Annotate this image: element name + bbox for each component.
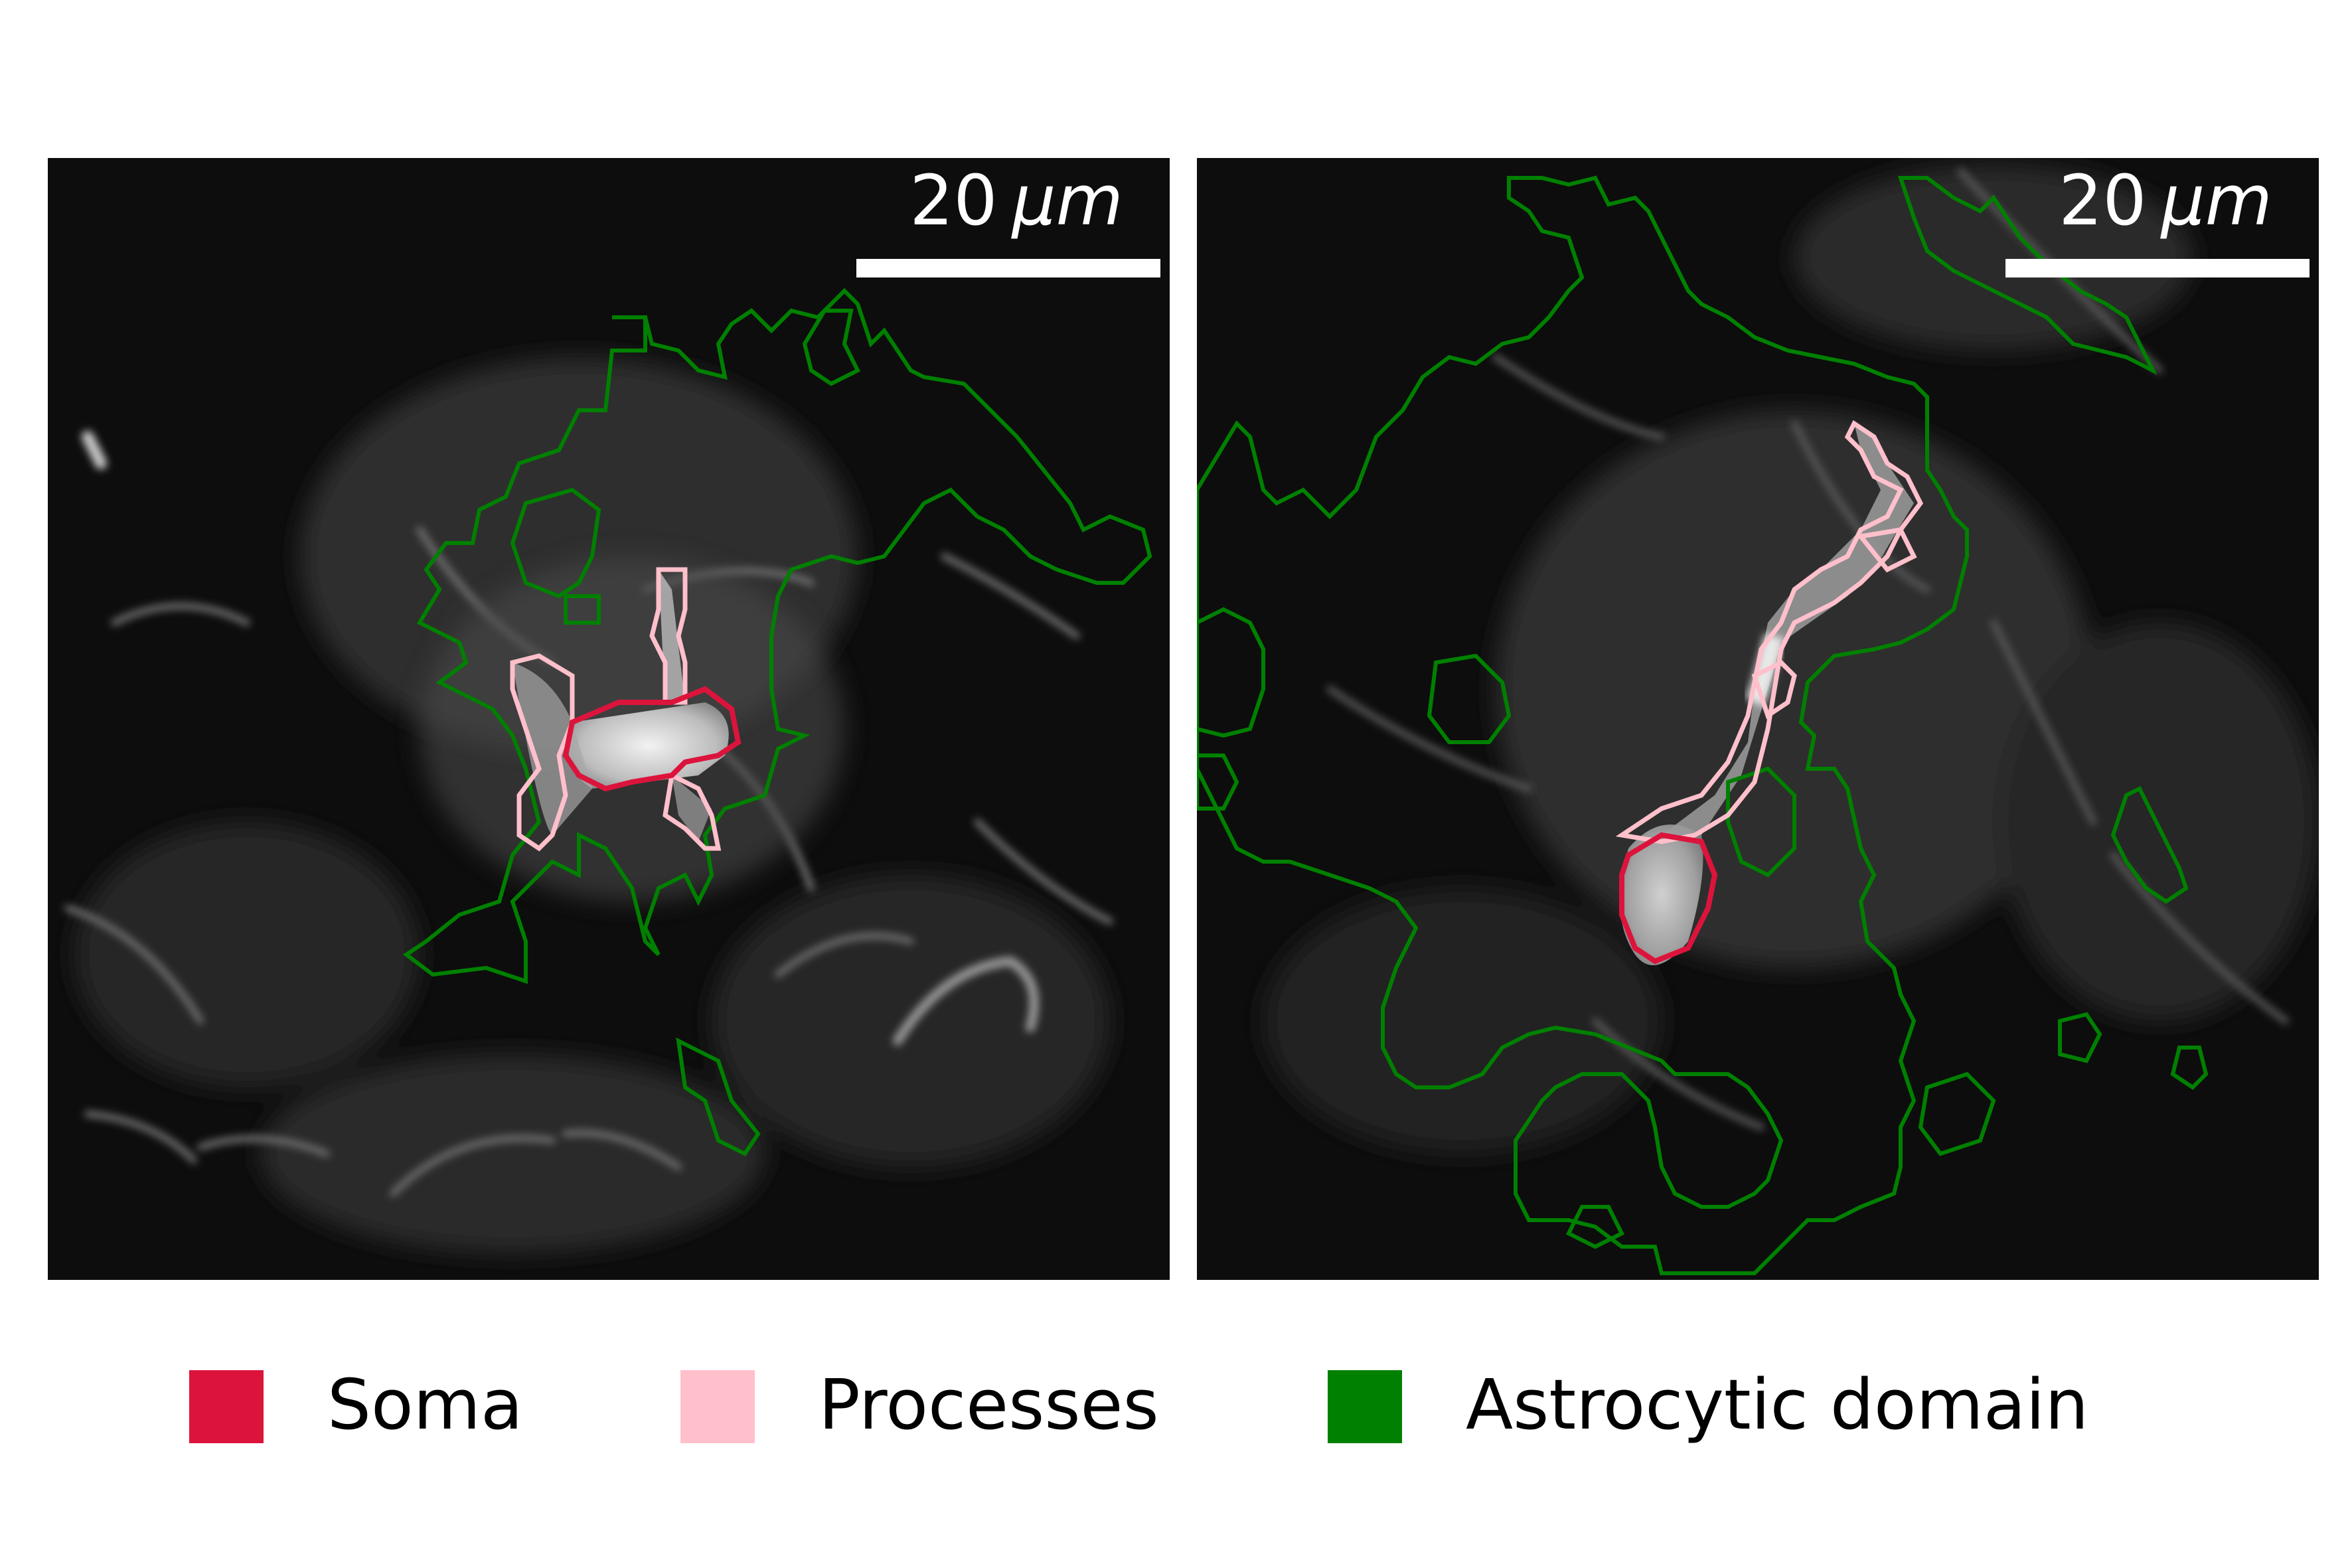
image-panel-left: 20 μm	[48, 158, 1170, 1280]
faint-fibers	[1326, 168, 2289, 1131]
astrocytic-domain-outline	[402, 287, 1152, 1156]
fluorescence-texture	[1263, 165, 2319, 1154]
legend-label-processes: Processes	[819, 1364, 1159, 1445]
scale-bar	[2005, 259, 2310, 277]
legend-swatch-processes	[680, 1370, 755, 1443]
soma-outline	[1619, 832, 1718, 965]
legend-swatch-astrocytic-domain	[1328, 1370, 1402, 1443]
legend-label-soma: Soma	[327, 1364, 523, 1445]
astrocytic-domain-outline	[1197, 175, 2209, 1275]
micrograph-right	[1197, 165, 2319, 1275]
scale-bar	[856, 259, 1160, 277]
scale-bar-label: 20 μm	[909, 160, 1123, 241]
soma-outline	[562, 686, 742, 792]
legend: Soma Processes Astrocytic domain	[0, 1365, 2352, 1445]
scale-bar-label: 20 μm	[2059, 160, 2272, 241]
image-panel-right: 20 μm	[1197, 158, 2319, 1280]
astrocyte-cell	[420, 556, 844, 902]
astrocyte-cell	[1620, 424, 1914, 965]
fluorescence-texture	[74, 357, 1110, 1253]
processes-outline	[1615, 420, 1924, 844]
legend-label-astrocytic-domain: Astrocytic domain	[1466, 1364, 2089, 1445]
micrograph-left	[64, 287, 1152, 1253]
legend-swatch-soma	[189, 1370, 264, 1443]
processes-outline	[510, 567, 722, 852]
